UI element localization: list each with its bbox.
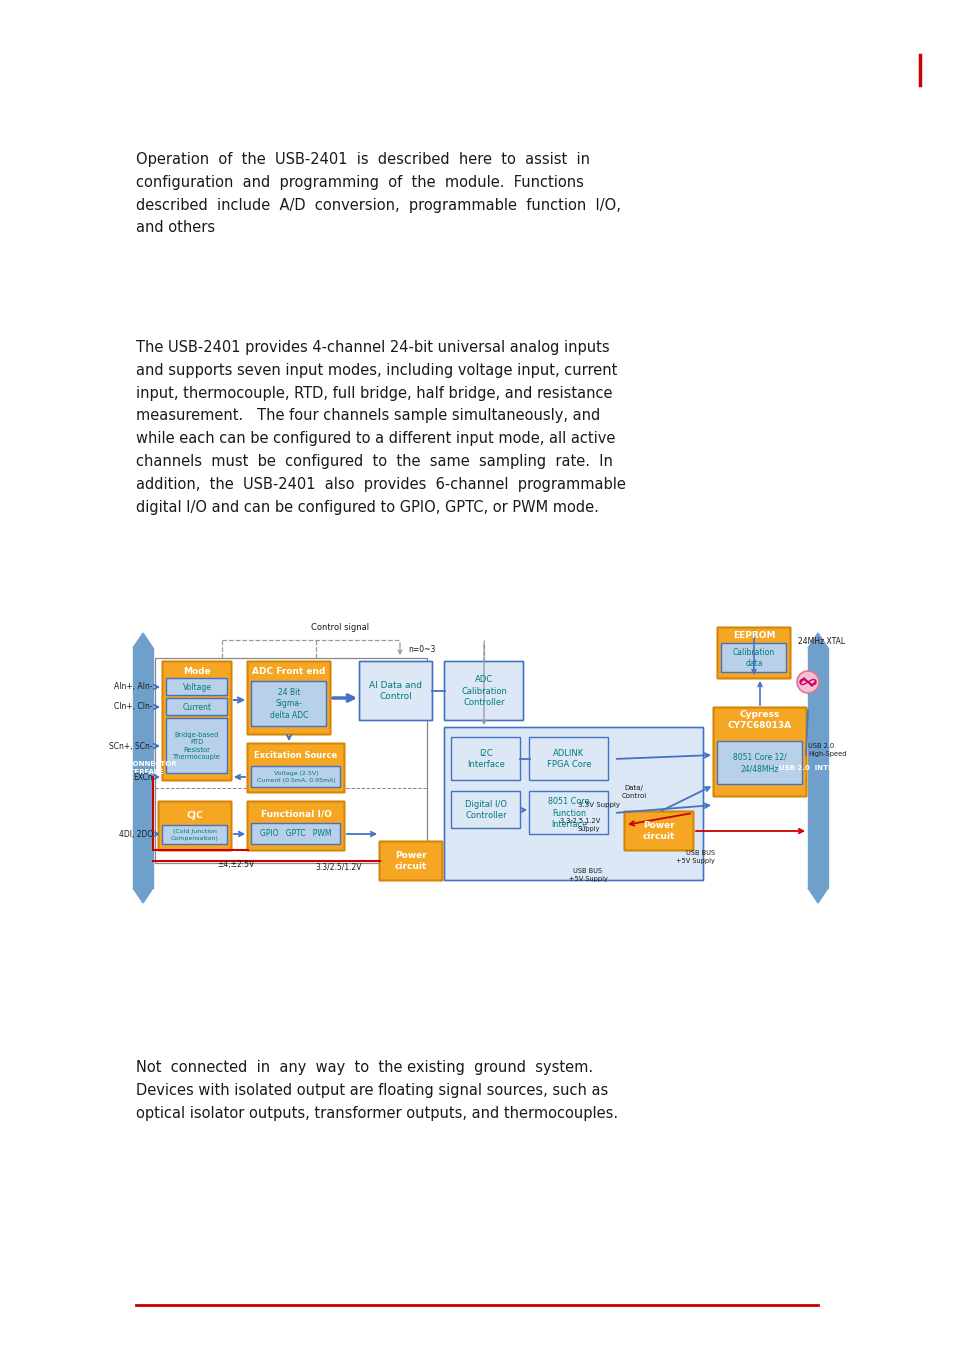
Text: 24MHz XTAL: 24MHz XTAL	[797, 638, 844, 646]
FancyBboxPatch shape	[252, 823, 340, 845]
Text: GPIO   GPTC   PWM: GPIO GPTC PWM	[260, 830, 332, 838]
Text: 3.3 2.5 1.2V
Supply: 3.3 2.5 1.2V Supply	[559, 818, 599, 831]
FancyBboxPatch shape	[444, 661, 523, 721]
FancyBboxPatch shape	[252, 681, 326, 726]
Text: I2C
Interface: I2C Interface	[467, 749, 504, 769]
FancyBboxPatch shape	[167, 679, 227, 695]
FancyBboxPatch shape	[444, 727, 702, 880]
Bar	[132, 648, 152, 888]
FancyBboxPatch shape	[529, 737, 608, 780]
Text: Voltage: Voltage	[182, 683, 212, 691]
FancyBboxPatch shape	[451, 737, 520, 780]
Text: Calibration
data: Calibration data	[732, 648, 774, 668]
Text: 8051 Core
Function
Interface: 8051 Core Function Interface	[548, 798, 589, 829]
Bar	[154, 658, 427, 863]
FancyBboxPatch shape	[529, 791, 608, 834]
Text: Digital I/O
Controller: Digital I/O Controller	[464, 800, 506, 821]
FancyBboxPatch shape	[379, 841, 442, 880]
Text: USB 2.0  INTERFACE: USB 2.0 INTERFACE	[778, 765, 857, 771]
Text: Bridge-based
RTD
Resistor
Thermocouple: Bridge-based RTD Resistor Thermocouple	[172, 731, 221, 760]
Polygon shape	[132, 633, 152, 648]
Text: CJC: CJC	[187, 811, 203, 821]
Text: The USB-2401 provides 4-channel 24-bit universal analog inputs
and supports seve: The USB-2401 provides 4-channel 24-bit u…	[136, 339, 625, 515]
Text: 8051 Core 12/
24/48MHz: 8051 Core 12/ 24/48MHz	[732, 753, 786, 773]
Text: ADC
Calibration
Controller: ADC Calibration Controller	[460, 676, 506, 707]
Text: Power
circuit: Power circuit	[395, 850, 427, 871]
Text: Excitation Source: Excitation Source	[254, 750, 337, 760]
FancyBboxPatch shape	[162, 826, 227, 845]
FancyBboxPatch shape	[247, 661, 330, 734]
FancyBboxPatch shape	[252, 767, 340, 787]
Text: EXCn: EXCn	[133, 772, 152, 781]
Polygon shape	[807, 633, 827, 648]
FancyBboxPatch shape	[247, 744, 344, 792]
Text: AIn+, AIn-: AIn+, AIn-	[114, 683, 152, 691]
FancyBboxPatch shape	[167, 718, 227, 773]
Text: n=0~3: n=0~3	[408, 645, 435, 654]
Text: 24 Bit
Sigma-
delta ADC: 24 Bit Sigma- delta ADC	[270, 688, 308, 719]
Text: EEPROM: EEPROM	[732, 631, 775, 641]
Text: 40P CONNECTOR
INTERFACE: 40P CONNECTOR INTERFACE	[110, 761, 176, 775]
Text: AI Data and
Control: AI Data and Control	[369, 681, 422, 702]
Text: USB 2.0
High-Speed: USB 2.0 High-Speed	[807, 744, 845, 757]
FancyBboxPatch shape	[162, 661, 232, 780]
Bar	[807, 648, 827, 888]
Circle shape	[796, 671, 818, 694]
Text: Not  connected  in  any  way  to  the existing  ground  system.
Devices with iso: Not connected in any way to the existing…	[136, 1060, 618, 1121]
Text: Cypress
CY7C68013A: Cypress CY7C68013A	[727, 710, 791, 730]
FancyBboxPatch shape	[717, 627, 790, 679]
FancyBboxPatch shape	[717, 741, 801, 784]
Text: ±4,±2.5V: ±4,±2.5V	[217, 860, 254, 869]
Text: Functional I/O: Functional I/O	[260, 810, 331, 818]
Text: Control signal: Control signal	[311, 623, 369, 633]
FancyBboxPatch shape	[158, 802, 232, 850]
FancyBboxPatch shape	[451, 791, 520, 829]
Text: 3.3V Supply: 3.3V Supply	[578, 802, 619, 808]
Text: Operation  of  the  USB-2401  is  described  here  to  assist  in
configuration : Operation of the USB-2401 is described h…	[136, 151, 620, 235]
Text: 4DI, 2DO: 4DI, 2DO	[118, 830, 152, 838]
Text: Power
circuit: Power circuit	[642, 821, 675, 841]
FancyBboxPatch shape	[247, 802, 344, 850]
Text: 3.3/2.5/1.2V: 3.3/2.5/1.2V	[315, 863, 361, 872]
Text: (Cold Junction
Compensation): (Cold Junction Compensation)	[171, 829, 218, 841]
FancyBboxPatch shape	[720, 644, 785, 672]
Text: SCn+, SCn-: SCn+, SCn-	[110, 741, 152, 750]
Text: Current: Current	[182, 703, 212, 711]
Text: ADLINK
FPGA Core: ADLINK FPGA Core	[546, 749, 591, 769]
FancyBboxPatch shape	[624, 811, 693, 850]
Polygon shape	[807, 888, 827, 903]
Text: USB BUS
+5V Supply: USB BUS +5V Supply	[676, 850, 714, 864]
Polygon shape	[132, 888, 152, 903]
FancyBboxPatch shape	[359, 661, 432, 721]
FancyBboxPatch shape	[167, 699, 227, 715]
FancyBboxPatch shape	[713, 707, 805, 796]
Text: Mode: Mode	[183, 667, 211, 676]
Text: Data/
Control: Data/ Control	[620, 786, 646, 799]
Text: CIn+, CIn-: CIn+, CIn-	[114, 703, 152, 711]
Text: ADC Front end: ADC Front end	[252, 668, 325, 676]
Text: USB BUS
+5V Supply: USB BUS +5V Supply	[568, 868, 607, 882]
Text: Voltage (2.5V)
Current (0.5mA, 0.95mA): Voltage (2.5V) Current (0.5mA, 0.95mA)	[256, 772, 335, 783]
